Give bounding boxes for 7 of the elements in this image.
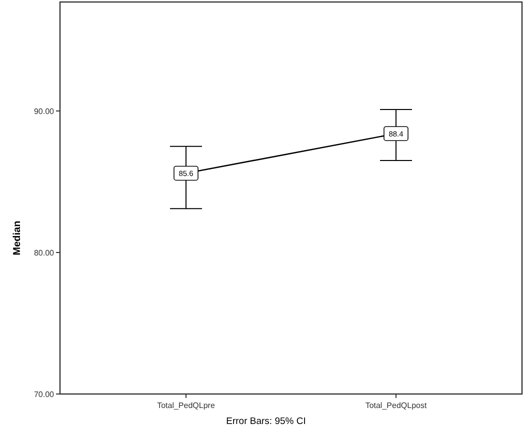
x-axis-title: Error Bars: 95% CI [226,416,306,427]
x-tick-label: Total_PedQLpre [157,401,216,410]
y-tick-label: 70.00 [34,390,55,399]
y-tick-label: 90.00 [34,106,55,116]
y-axis-title: Median [12,220,23,256]
x-tick-label: Total_PedQLpost [365,401,428,410]
y-tick-label: 80.00 [34,248,55,258]
